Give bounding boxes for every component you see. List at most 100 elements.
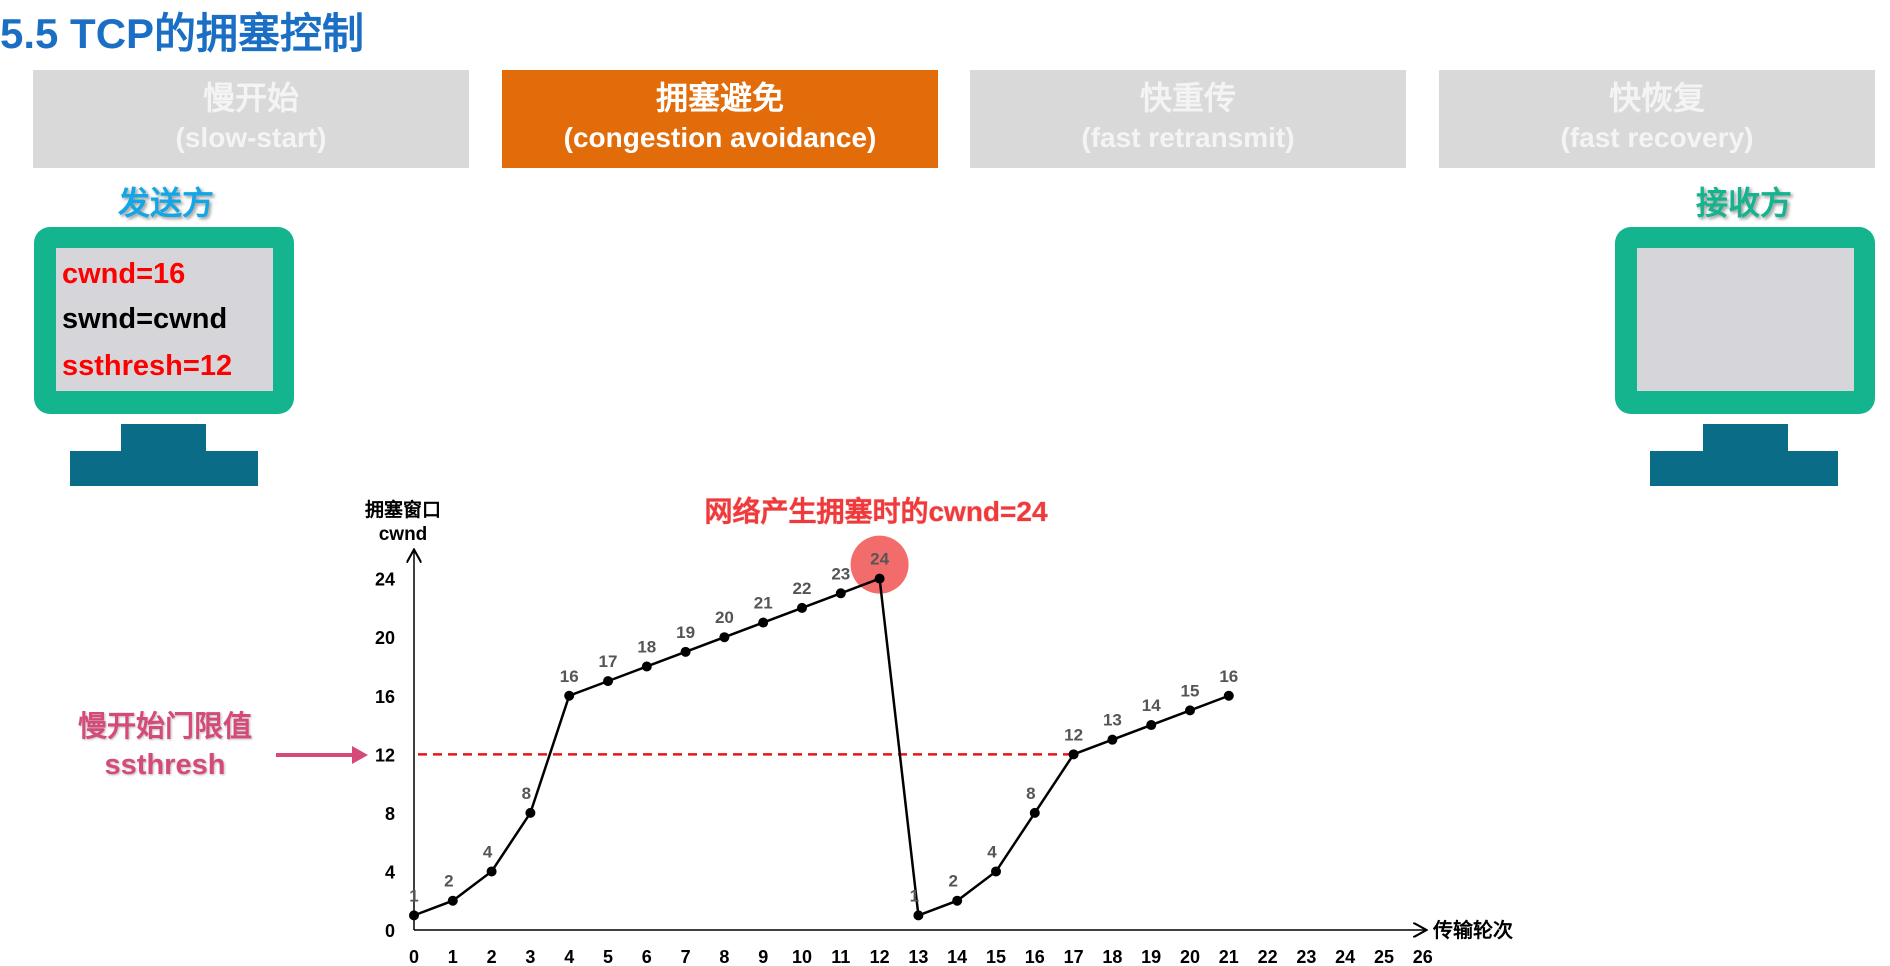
cwnd-line [413, 576, 1230, 918]
ssthresh-label-en: ssthresh [104, 749, 226, 781]
data-label: 24 [870, 550, 889, 569]
data-point [1146, 720, 1157, 731]
x-tick-label: 2 [487, 947, 497, 966]
y-tick-label: 20 [375, 628, 395, 648]
x-tick-label: 3 [525, 947, 535, 966]
data-point [1185, 705, 1195, 716]
congestion-annotation: 网络产生拥塞时的cwnd=24 [704, 495, 1047, 527]
phase-zh: 快恢复 [1608, 80, 1705, 116]
data-label: 4 [483, 842, 493, 861]
data-label: 12 [1064, 725, 1083, 744]
data-point [409, 910, 419, 921]
ssthresh-annotation: 慢开始门限值 ssthresh [78, 708, 252, 784]
x-tick-label: 9 [758, 947, 768, 966]
x-tick-label: 26 [1413, 947, 1433, 966]
phase-congestion-avoidance: 拥塞避免 (congestion avoidance) [502, 70, 938, 168]
y-tick-label: 0 [385, 921, 395, 941]
x-tick-label: 10 [792, 947, 812, 966]
data-point [991, 866, 1001, 877]
y-tick-label: 8 [385, 804, 395, 824]
x-tick-label: 8 [719, 947, 729, 966]
page-title: 5.5 TCP的拥塞控制 [0, 10, 365, 57]
y-tick-label: 24 [375, 570, 395, 590]
data-point [1107, 734, 1118, 745]
x-tick-label: 23 [1296, 947, 1316, 966]
data-point [758, 617, 769, 628]
cwnd-value: cwnd=16 [62, 258, 186, 290]
data-point [641, 661, 652, 672]
sender-monitor-base [70, 451, 258, 486]
x-tick-label: 7 [681, 947, 691, 966]
receiver-label: 接收方 [1695, 185, 1793, 221]
phase-fast-retransmit: 快重传 (fast retransmit) [970, 70, 1406, 168]
ssthresh-arrow-icon [352, 746, 368, 764]
data-label: 16 [1219, 667, 1238, 686]
phase-zh: 拥塞避免 [655, 80, 784, 116]
data-label: 4 [987, 842, 997, 861]
phase-en: (congestion avoidance) [563, 122, 877, 153]
data-point [913, 910, 924, 921]
receiver-monitor-neck [1703, 424, 1788, 452]
data-label: 2 [948, 872, 957, 891]
phase-slow-start: 慢开始 (slow-start) [33, 70, 469, 168]
data-point [1068, 749, 1079, 760]
x-tick-label: 25 [1374, 947, 1394, 966]
data-label: 13 [1103, 711, 1122, 730]
data-label: 21 [754, 594, 773, 613]
x-tick-label: 19 [1141, 947, 1161, 966]
x-tick-label: 14 [947, 947, 967, 966]
data-label: 14 [1142, 696, 1161, 715]
data-point [1223, 690, 1234, 701]
data-point [1029, 807, 1040, 818]
data-point [447, 895, 458, 906]
y-tick-label: 16 [375, 687, 395, 707]
data-label: 2 [444, 872, 453, 891]
data-label: 1 [409, 886, 418, 905]
sender-screen: cwnd=16 swnd=cwnd ssthresh=12 [56, 248, 273, 391]
data-point [874, 573, 885, 584]
data-point [525, 807, 536, 818]
x-tick-label: 16 [1025, 947, 1045, 966]
data-point [486, 866, 497, 877]
phase-en: (fast retransmit) [1081, 122, 1295, 153]
x-tick-label: 15 [986, 947, 1006, 966]
sender-label: 发送方 [117, 185, 215, 221]
receiver-monitor-icon [1615, 227, 1875, 414]
data-label: 8 [522, 784, 531, 803]
x-axis-label: 传输轮次 [1432, 918, 1513, 942]
data-label: 23 [831, 564, 850, 583]
x-tick-label: 1 [448, 947, 458, 966]
y-tick-label: 12 [375, 745, 395, 765]
data-point [797, 602, 807, 613]
ssthresh-value: ssthresh=12 [62, 350, 233, 382]
data-point [952, 895, 963, 906]
x-tick-label: 6 [642, 947, 652, 966]
phase-fast-recovery: 快恢复 (fast recovery) [1439, 70, 1875, 168]
data-label: 20 [715, 608, 734, 627]
x-tick-label: 20 [1180, 947, 1200, 966]
x-tick-label: 13 [908, 947, 928, 966]
phase-zh: 慢开始 [202, 80, 299, 116]
y-tick-label: 4 [385, 862, 395, 882]
x-tick-label: 17 [1064, 947, 1084, 966]
phase-zh: 快重传 [1139, 80, 1236, 116]
data-label: 15 [1181, 681, 1200, 700]
phase-en: (slow-start) [175, 122, 327, 153]
data-label: 17 [599, 652, 618, 671]
data-label: 22 [793, 579, 812, 598]
data-point [680, 646, 691, 657]
x-tick-label: 18 [1102, 947, 1122, 966]
swnd-value: swnd=cwnd [62, 303, 228, 335]
data-point [564, 690, 575, 701]
ssthresh-label-zh: 慢开始门限值 [77, 711, 253, 743]
receiver-monitor-base [1650, 451, 1838, 486]
y-axis-label-en: cwnd [379, 524, 428, 545]
data-point [603, 676, 613, 687]
data-point [835, 588, 846, 599]
data-label: 19 [676, 623, 695, 642]
x-tick-label: 11 [831, 947, 850, 966]
x-tick-label: 22 [1258, 947, 1278, 966]
x-tick-label: 21 [1219, 947, 1239, 966]
sender-monitor-neck [121, 424, 206, 452]
